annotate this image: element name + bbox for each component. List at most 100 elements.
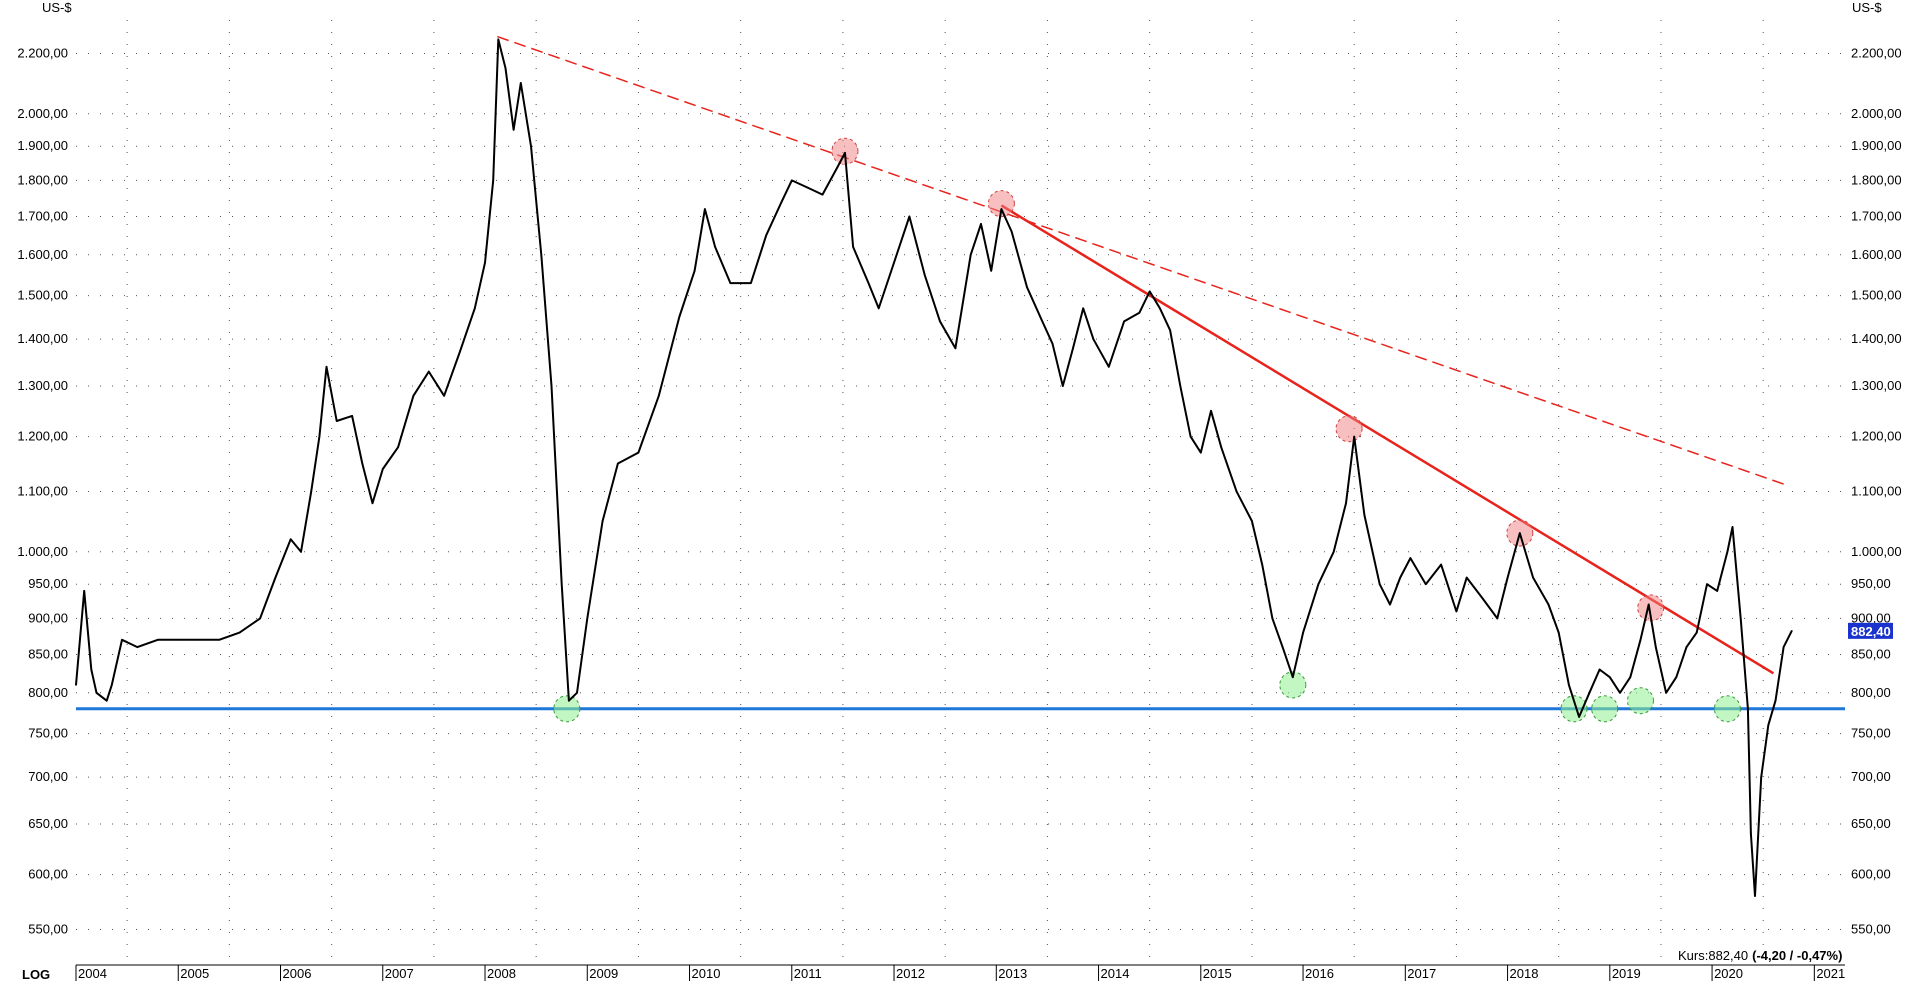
price-point [1791,630,1793,632]
log-scale-label[interactable]: LOG [22,967,50,982]
price-point [586,617,589,620]
x-tick-label: 2020 [1714,966,1743,981]
price-point [325,366,328,368]
price-series [75,38,1793,897]
price-point [1609,676,1611,678]
y-tick-label-right: 2.200,00 [1851,46,1902,61]
price-point [790,179,793,182]
y-tick-label-right: 550,00 [1851,922,1891,937]
y-tick-label-left: 550,00 [28,922,68,937]
price-point [1148,290,1151,293]
price-point [1251,520,1253,522]
low-marker [1591,695,1619,723]
x-tick-label: 2007 [385,966,414,981]
price-point [274,576,277,579]
price-point [530,145,532,147]
high-marker [831,137,859,165]
price-point [540,253,543,256]
price-point [1455,610,1458,613]
price-point [83,590,85,592]
price-point [1706,583,1708,585]
price-point [1041,320,1044,323]
x-tick-label: 2011 [794,966,822,981]
price-point [637,451,640,454]
x-tick-label: 2004 [78,966,107,981]
price-point [714,246,716,248]
y-tick-label-left: 800,00 [28,685,68,700]
y-tick-label-left: 950,00 [28,576,68,591]
price-point [259,617,261,620]
price-point [497,38,500,41]
price-point [1092,338,1095,340]
price-point [765,234,768,237]
price-point [1588,691,1591,694]
price-point [1399,576,1401,579]
low-marker [553,695,581,723]
price-point [1647,603,1650,606]
y-tick-label-left: 1.800,00 [17,172,68,187]
price-point [443,394,445,397]
price-point [980,223,982,225]
price-point [1481,596,1483,599]
price-point [1332,550,1335,553]
x-tick-label: 2010 [692,966,721,981]
price-point [110,684,113,686]
price-point [1353,435,1355,438]
price-point [1639,638,1642,641]
price-point [1716,590,1718,592]
y-tick-label-left: 1.900,00 [17,138,68,153]
price-point [1107,366,1110,368]
price-point [1123,320,1125,323]
y-tick-label-right: 700,00 [1851,769,1891,784]
price-point [1159,307,1161,310]
y-tick-label-right: 1.900,00 [1851,138,1902,153]
price-point [335,420,338,422]
price-point [1747,707,1749,710]
price-point [1782,646,1785,648]
long-term-resistance-line [497,35,1790,487]
price-point [1072,347,1074,350]
price-point [1409,557,1412,559]
high-marker [1335,415,1363,443]
price-point [310,490,312,493]
current-price-badge: 882,40 [1848,622,1893,639]
y-tick-label-left: 2.200,00 [17,46,68,61]
x-tick-label: 2021 [1816,966,1845,981]
y-tick-label-right: 650,00 [1851,816,1891,831]
x-tick-label: 2015 [1203,966,1232,981]
price-line [75,38,1793,897]
price-point [371,502,374,504]
price-point [95,691,98,694]
price-point [412,394,415,397]
price-point [1271,617,1274,620]
price-point [1199,451,1202,454]
x-tick-label: 2014 [1101,966,1130,981]
price-point [1557,631,1560,634]
price-point [836,165,839,168]
price-point [427,370,430,373]
price-point [923,274,926,276]
price-point [678,316,681,318]
price-point [1465,576,1468,579]
price-point [458,352,461,354]
price-point [397,446,399,448]
price-point [893,261,895,264]
y-tick-label-right: 950,00 [1851,576,1891,591]
price-point [550,385,553,387]
x-tick-label: 2012 [896,966,925,981]
price-point [601,520,604,522]
y-tick-label-left: 750,00 [28,726,68,741]
price-point [492,179,494,182]
y-tick-label-left: 1.000,00 [17,544,68,559]
price-point [473,307,476,310]
y-tick-label-right: 1.500,00 [1851,288,1902,303]
price-point [1629,676,1632,678]
low-marker [1279,671,1307,699]
status-change: (-4,20 / -0,47%) [1752,948,1842,963]
price-point [560,583,563,585]
y-tick-label-right: 750,00 [1851,726,1891,741]
x-tick-label: 2018 [1510,966,1539,981]
price-point [484,261,486,264]
price-point [1578,716,1580,718]
